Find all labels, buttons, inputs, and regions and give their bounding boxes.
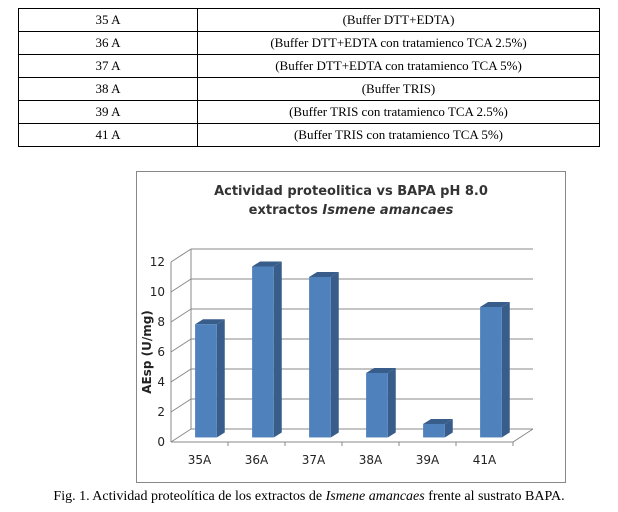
gridline-depth — [170, 308, 192, 323]
bar — [252, 266, 274, 438]
x-tick-label: 39A — [416, 453, 440, 467]
sample-code: 35 A — [18, 8, 198, 32]
y-tick-label: 6 — [157, 345, 165, 359]
sample-code: 36 A — [18, 31, 198, 55]
bar-top — [366, 367, 396, 373]
table-row: 37 A (Buffer DTT+EDTA con tratamienco TCA… — [18, 54, 600, 78]
bar-top — [480, 301, 510, 307]
figure-caption: Fig. 1. Actividad proteolítica de los ex… — [53, 489, 565, 504]
bar — [366, 372, 388, 438]
bar-top — [252, 261, 282, 267]
bar-side — [273, 261, 282, 438]
sample-description: (Buffer DTT+EDTA con tratamienco TCA 5%) — [197, 54, 600, 78]
gridline-depth — [170, 398, 192, 413]
gridline-depth — [170, 278, 192, 293]
chart-title-line2: extractos Ismene amancaes — [248, 203, 454, 218]
y-tick-label: 12 — [150, 255, 165, 269]
sample-description: (Buffer TRIS con tratamienco TCA 5%) — [197, 123, 600, 147]
bar-side — [216, 319, 225, 438]
sample-table: 35 A (Buffer DTT+EDTA) 36 A (Buffer DTT+EDT… — [18, 8, 600, 147]
bar — [195, 324, 217, 438]
sample-description: (Buffer TRIS con tratamienco TCA 2.5%) — [197, 100, 600, 124]
table-row: 38 A (Buffer TRIS) — [18, 77, 600, 101]
x-tick-label: 36A — [245, 453, 269, 467]
x-tick-label: 38A — [359, 453, 383, 467]
bar — [423, 423, 445, 438]
bar-side — [444, 418, 453, 438]
sample-description: (Buffer DTT+EDTA) — [197, 8, 600, 32]
gridline-depth — [170, 428, 192, 443]
gridline-depth — [170, 368, 192, 383]
table-row: 36 A (Buffer DTT+EDTA con tratamienco TCA… — [18, 31, 600, 55]
chart-title-line1: Actividad proteolitica vs BAPA pH 8.0 — [214, 184, 488, 199]
bar-top — [195, 319, 225, 325]
sample-code: 41 A — [18, 123, 198, 147]
y-tick-label: 0 — [157, 435, 165, 449]
x-tick-label: 41A — [473, 453, 497, 467]
y-tick-label: 2 — [157, 405, 165, 419]
table-row: 35 A (Buffer DTT+EDTA) — [18, 8, 600, 32]
bar-side — [387, 367, 396, 438]
table-row: 39 A (Buffer TRIS con tratamienco TCA 2.5… — [18, 100, 600, 124]
bar-top — [423, 418, 453, 424]
y-tick-label: 4 — [157, 375, 165, 389]
chart-plot: 0 2 4 6 8 10 12 35A 36A 37A 38A 39A 41A AEsp (U/mg) — [140, 248, 534, 467]
sample-description: (Buffer DTT+EDTA con tratamienco TCA 2.5… — [197, 31, 600, 55]
bar — [309, 276, 331, 438]
y-tick-label: 8 — [157, 315, 165, 329]
sample-code: 38 A — [18, 77, 198, 101]
sample-code: 39 A — [18, 100, 198, 124]
bar — [480, 306, 502, 438]
y-tick-label: 10 — [150, 285, 165, 299]
sample-code: 37 A — [18, 54, 198, 78]
gridline-depth — [170, 338, 192, 353]
x-tick-label: 35A — [188, 453, 212, 467]
floor-edge — [171, 428, 534, 443]
sample-description: (Buffer TRIS) — [197, 77, 600, 101]
bar-side — [330, 271, 339, 438]
x-tick-label: 37A — [302, 453, 326, 467]
y-axis-label: AEsp (U/mg) — [140, 310, 154, 394]
chart: Actividad proteolitica vs BAPA pH 8.0 ex… — [136, 171, 566, 483]
gridline-depth — [170, 248, 192, 263]
bar-top — [309, 271, 339, 277]
bar-side — [501, 301, 510, 438]
table-row: 41 A (Buffer TRIS con tratamienco TCA 5%) — [18, 123, 600, 147]
